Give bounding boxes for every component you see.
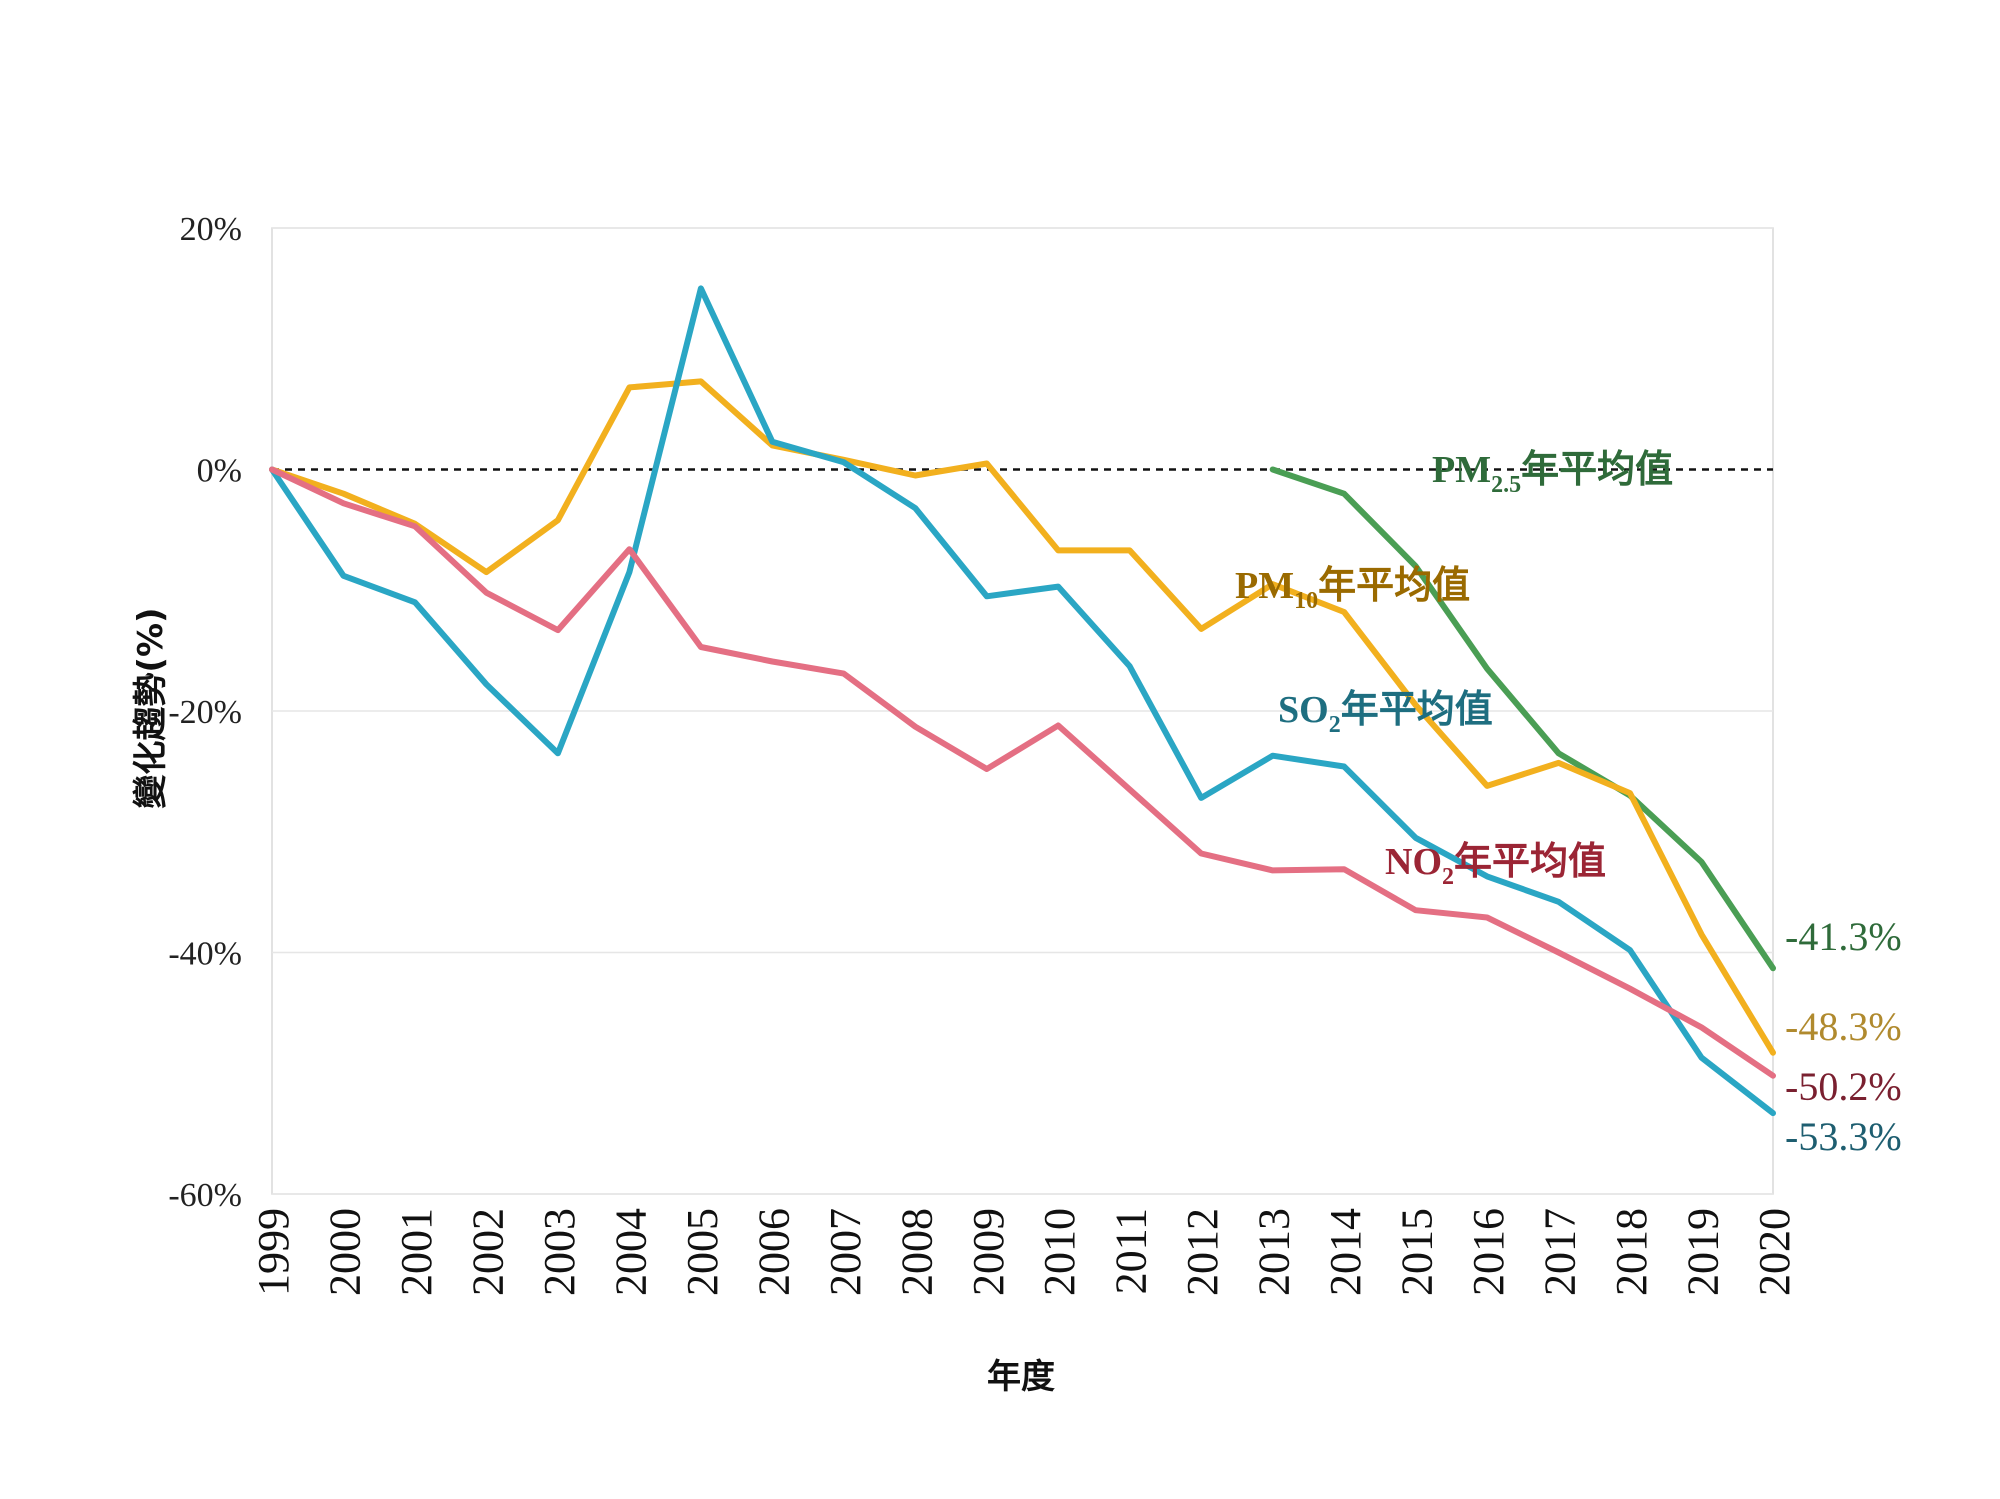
x-tick-label: 2017 (1536, 1208, 1585, 1296)
x-tick-label: 2002 (463, 1208, 512, 1296)
x-tick-label: 2016 (1464, 1208, 1513, 1296)
series-line-so2 (269, 285, 1776, 1117)
end-value-label: -48.3% (1785, 1004, 1902, 1049)
x-tick-label: 2006 (749, 1208, 798, 1296)
x-tick-label: 2011 (1107, 1208, 1156, 1294)
x-tick-label: 2010 (1035, 1208, 1084, 1296)
series-label-pm10: PM10年平均值 (1235, 565, 1470, 614)
x-tick-label: 2001 (392, 1208, 441, 1296)
end-value-label: -41.3% (1785, 914, 1902, 959)
x-tick-label: 2000 (320, 1208, 369, 1296)
x-tick-label: 2018 (1607, 1208, 1656, 1296)
series-line-no2 (269, 466, 1776, 1079)
series-label-pm25: PM2.5年平均值 (1432, 449, 1673, 498)
x-tick-label: 2014 (1321, 1208, 1370, 1296)
series-label-so2: SO2年平均值 (1278, 689, 1493, 738)
end-value-label: -53.3% (1785, 1114, 1902, 1159)
x-tick-label: 2019 (1679, 1208, 1728, 1296)
x-tick-label: 2003 (535, 1208, 584, 1296)
x-tick-label: 2008 (892, 1208, 941, 1296)
series-line-pm25 (1269, 466, 1776, 972)
x-tick-label: 2004 (606, 1208, 655, 1296)
x-tick-label: 2015 (1393, 1208, 1442, 1296)
plot-area (271, 227, 1774, 1195)
x-tick-label: 2009 (964, 1208, 1013, 1296)
x-tick-label: 2007 (821, 1208, 870, 1296)
y-tick-label: 20% (180, 211, 242, 248)
y-tick-label: 0% (197, 453, 242, 490)
y-axis-title: 變化趨勢(%) (131, 607, 171, 808)
x-axis-title: 年度 (987, 1357, 1055, 1397)
x-tick-label: 2005 (678, 1208, 727, 1296)
x-tick-label: 1999 (249, 1208, 298, 1296)
series-label-no2: NO2年平均值 (1385, 841, 1606, 890)
series-line-pm10 (269, 378, 1776, 1056)
y-tick-label: -20% (168, 694, 242, 731)
series-lines (269, 285, 1776, 1117)
y-tick-label: -40% (168, 936, 242, 973)
y-tick-label: -60% (168, 1177, 242, 1214)
x-tick-label: 2012 (1178, 1208, 1227, 1296)
x-axis-ticks: 1999 2000 2001 2002 2003 2004 2005 2006 2007 2008… (249, 1208, 1799, 1296)
x-tick-label: 2013 (1250, 1208, 1299, 1296)
end-value-label: -50.2% (1785, 1064, 1902, 1109)
y-axis-ticks: 20% 0% -20% -40% -60% (168, 211, 242, 1214)
series-labels: PM2.5年平均值 PM10年平均值 SO2年平均值 NO2年平均值 (1235, 449, 1673, 890)
x-tick-label: 2020 (1750, 1208, 1799, 1296)
end-labels: -41.3% -48.3% -53.3% -50.2% (1785, 914, 1902, 1159)
